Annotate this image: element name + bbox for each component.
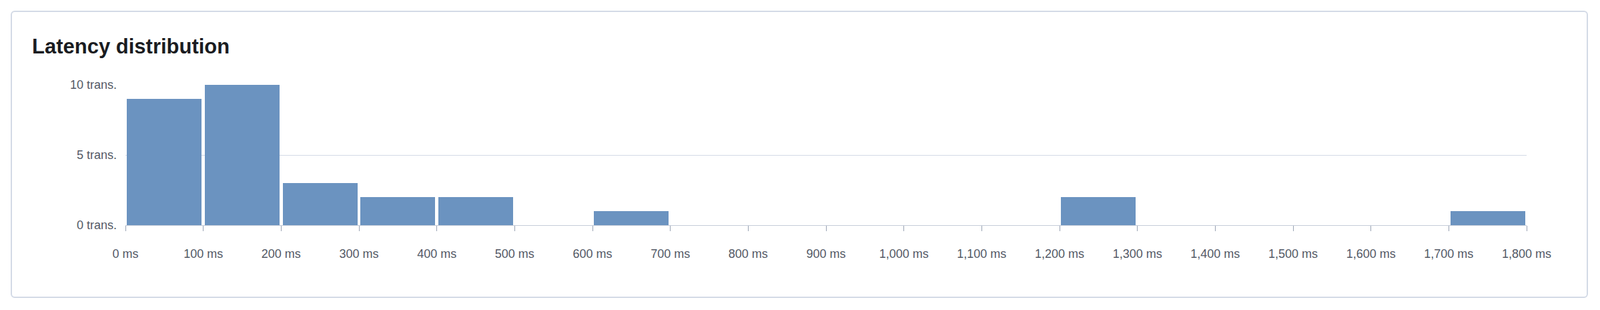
svg-text:1,300 ms: 1,300 ms (1112, 246, 1163, 261)
svg-text:0 ms: 0 ms (112, 246, 139, 261)
svg-text:1,700 ms: 1,700 ms (1423, 246, 1474, 261)
svg-text:10 trans.: 10 trans. (70, 78, 117, 92)
svg-text:1,000 ms: 1,000 ms (879, 246, 929, 261)
svg-text:1,600 ms: 1,600 ms (1346, 246, 1396, 261)
svg-text:1,200 ms: 1,200 ms (1034, 246, 1085, 261)
svg-text:700 ms: 700 ms (650, 246, 690, 261)
svg-text:500 ms: 500 ms (495, 246, 535, 261)
svg-text:100 ms: 100 ms (183, 246, 223, 261)
svg-text:600 ms: 600 ms (572, 246, 612, 261)
svg-text:400 ms: 400 ms (417, 246, 457, 261)
svg-text:300 ms: 300 ms (338, 246, 379, 261)
svg-text:200 ms: 200 ms (261, 246, 301, 261)
html-text:Latency distribution: Latency distribution (32, 34, 230, 59)
svg-text:900 ms: 900 ms (806, 246, 846, 261)
svg-text:1,100 ms: 1,100 ms (956, 246, 1007, 261)
svg-text:1,400 ms: 1,400 ms (1190, 246, 1240, 261)
svg-text:1,800 ms: 1,800 ms (1501, 246, 1552, 261)
svg-text:1,500 ms: 1,500 ms (1268, 246, 1318, 261)
svg-text:800 ms: 800 ms (728, 246, 768, 261)
svg-text:0 trans.: 0 trans. (76, 218, 117, 232)
svg-text:5 trans.: 5 trans. (76, 148, 117, 162)
